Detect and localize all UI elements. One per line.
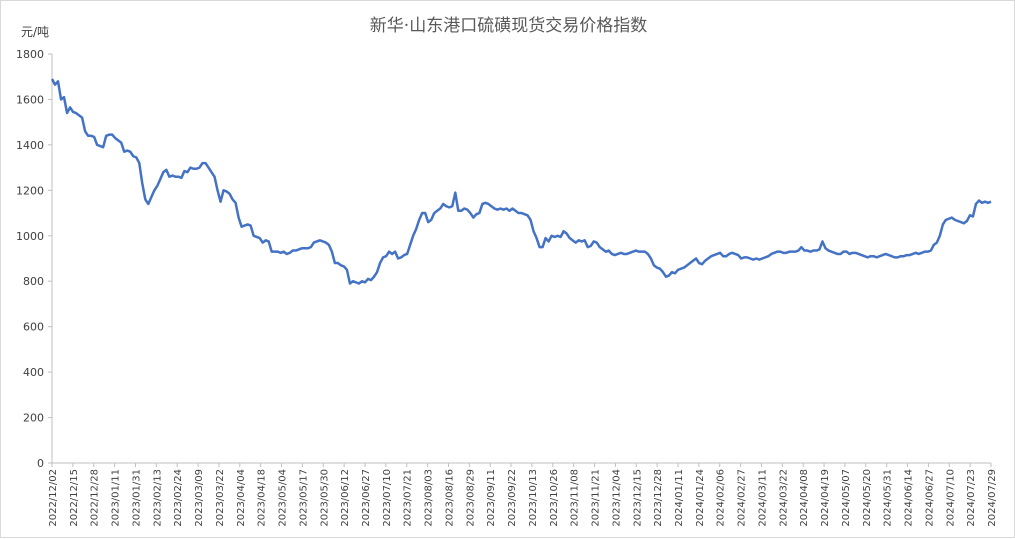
x-tick-label: 2022/12/02 [48,469,59,527]
x-tick-label: 2023/10/13 [528,469,539,527]
x-tick-label: 2024/07/29 [987,469,998,527]
x-tick-label: 2023/01/31 [131,469,142,527]
x-tick-label: 2023/05/17 [298,469,309,527]
x-tick-label: 2023/12/04 [611,469,622,527]
x-tick-label: 2023/07/21 [403,469,414,527]
x-tick-label: 2022/12/15 [69,469,80,527]
y-tick-label: 0 [37,457,44,470]
series-line [50,78,992,285]
x-tick-label: 2023/11/21 [591,469,602,527]
x-tick-label: 2024/06/14 [904,469,915,527]
x-tick-label: 2024/07/23 [966,469,977,527]
x-tick-label: 2023/08/16 [444,469,455,527]
x-tick-label: 2024/01/24 [695,469,706,527]
x-tick-label: 2023/05/04 [278,469,289,527]
y-tick-label: 1600 [16,93,44,106]
y-tick-label: 600 [23,321,44,334]
x-tick-label: 2023/12/28 [653,469,664,527]
x-tick-label: 2023/08/03 [424,469,435,527]
y-axis-unit-label: 元/吨 [21,25,50,39]
x-tick-label: 2023/04/04 [236,469,247,527]
x-tick-label: 2023/05/30 [319,469,330,527]
x-tick-label: 2023/06/27 [361,469,372,527]
x-tick-label: 2024/05/20 [862,469,873,527]
x-tick-label: 2023/10/26 [549,469,560,527]
x-tick-label: 2024/05/31 [883,469,894,527]
y-tick-label: 800 [23,275,44,288]
x-tick-label: 2023/03/09 [194,469,205,527]
x-tick-label: 2023/09/11 [486,469,497,527]
x-tick-label: 2024/06/27 [924,469,935,527]
x-tick-label: 2023/03/22 [215,469,226,527]
y-tick-label: 200 [23,412,44,425]
x-tick-label: 2023/01/11 [111,469,122,527]
y-tick-label: 1400 [16,139,44,152]
x-tick-label: 2023/02/13 [152,469,163,527]
x-tick-label: 2024/02/27 [737,469,748,527]
y-tick-label: 400 [23,366,44,379]
x-tick-label: 2023/02/24 [173,469,184,527]
y-tick-label: 1200 [16,184,44,197]
x-tick-label: 2024/02/06 [716,469,727,527]
x-tick-label: 2024/07/10 [945,469,956,527]
x-tick-label: 2023/07/10 [382,469,393,527]
x-tick-label: 2024/01/11 [674,469,685,527]
x-tick-label: 2023/06/12 [340,469,351,527]
x-tick-label: 2024/03/11 [757,469,768,527]
y-tick-label: 1000 [16,230,44,243]
x-tick-label: 2023/09/22 [507,469,518,527]
x-tick-label: 2022/12/28 [90,469,101,527]
x-tick-label: 2023/12/15 [632,469,643,527]
x-tick-label: 2024/04/19 [820,469,831,527]
x-tick-label: 2024/04/08 [799,469,810,527]
chart-title: 新华·山东港口硫磺现货交易价格指数 [369,16,648,36]
x-tick-label: 2024/05/07 [841,469,852,527]
x-tick-label: 2023/04/18 [257,469,268,527]
y-tick-label: 1800 [16,48,44,61]
x-tick-label: 2023/08/29 [465,469,476,527]
x-tick-label: 2024/03/22 [778,469,789,527]
x-tick-label: 2023/11/08 [570,469,581,527]
